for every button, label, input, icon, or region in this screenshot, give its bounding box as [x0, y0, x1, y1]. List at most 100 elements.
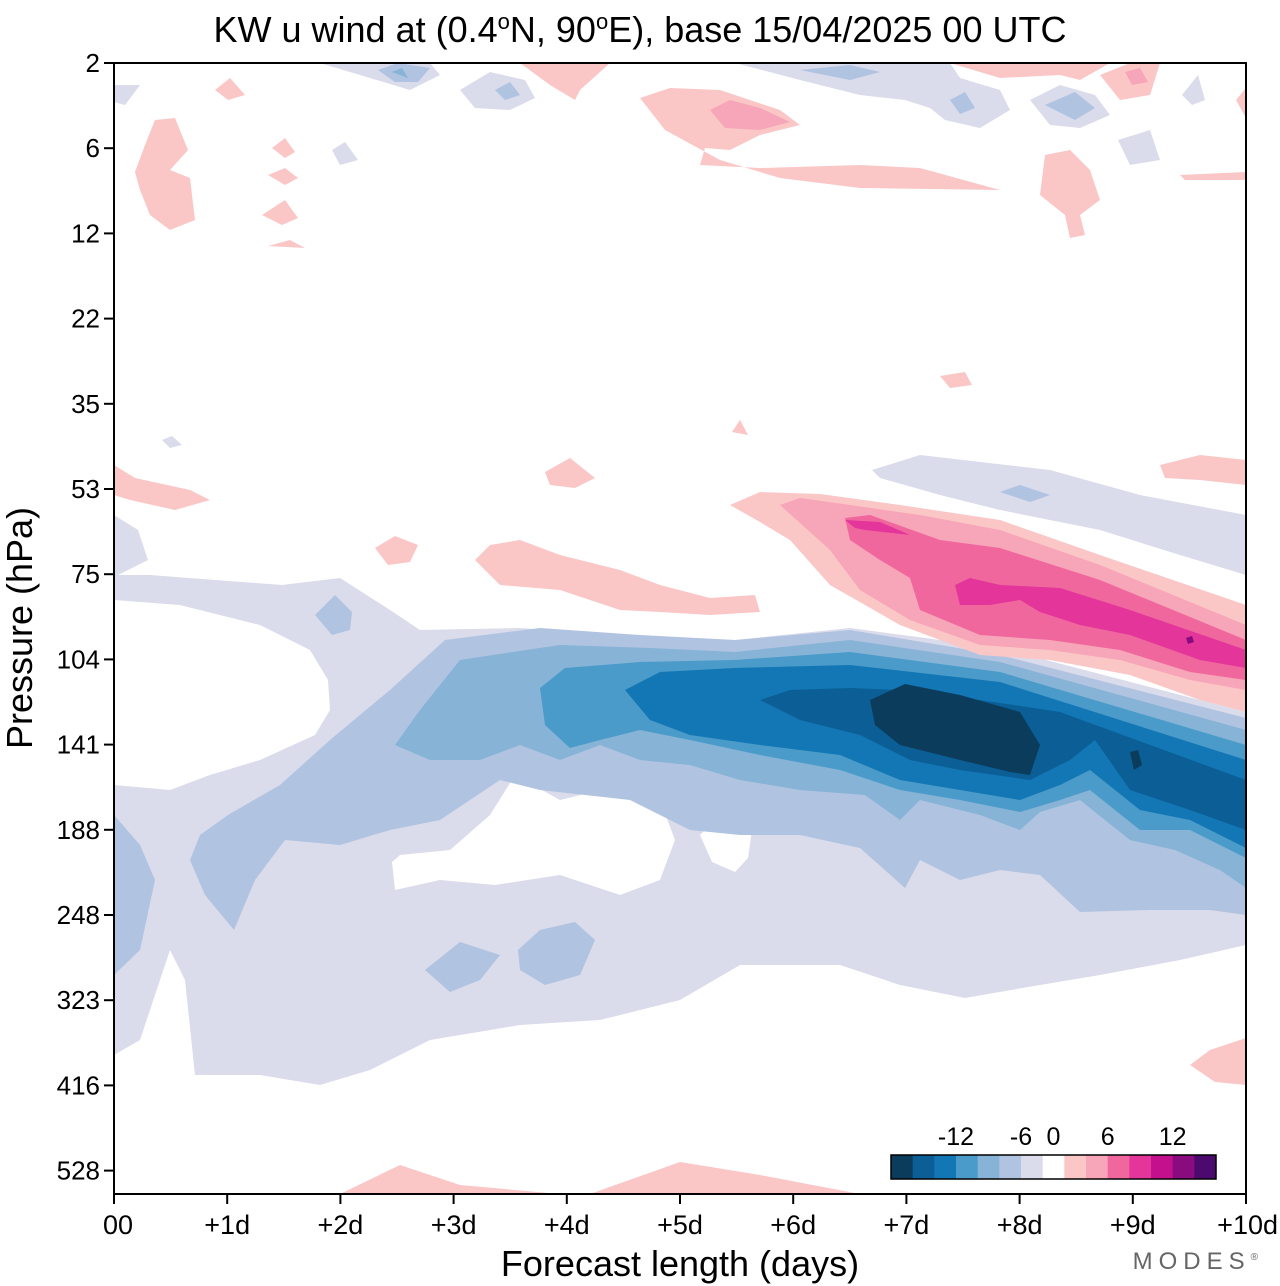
x-tick-label: +7d: [883, 1210, 929, 1240]
westerly-patch-53r: [1160, 455, 1246, 485]
x-tick-label: +4d: [544, 1210, 590, 1240]
strat-westerly-4b: [1125, 68, 1148, 85]
strat-easterly-2c: [392, 68, 408, 78]
strat-easterly-1: [114, 85, 140, 105]
westerly-patch-38: [940, 372, 972, 388]
y-tick-label: 2: [86, 48, 100, 78]
x-axis: 00 +1d +2d +3d +4d +5d +6d +7d +8d +9d +10d: [103, 1194, 1278, 1240]
modes-logo: MODES®: [1133, 1248, 1258, 1276]
colorbar-tick-label: -6: [1010, 1123, 1032, 1151]
colorbar-swatch: [1107, 1155, 1130, 1179]
westerly-patch-53: [114, 465, 210, 510]
strat-easterly-4b: [800, 65, 880, 80]
strat-westerly-8: [272, 138, 295, 158]
colorbar-swatch: [1129, 1155, 1152, 1179]
x-tick-label: +1d: [204, 1210, 250, 1240]
strat-easterly-5b: [1045, 92, 1095, 120]
y-tick-label: 416: [57, 1070, 100, 1100]
westerly-core: [955, 578, 1246, 668]
x-tick-label: +9d: [1110, 1210, 1156, 1240]
y-tick-label: 528: [57, 1156, 100, 1186]
strat-easterly-6: [1118, 130, 1160, 165]
strat-westerly-11: [268, 240, 305, 248]
westerly-patch-75: [475, 540, 760, 615]
strat-easterly-2: [130, 63, 440, 90]
strat-easterly-8: [332, 142, 358, 165]
colorbar-swatch: [934, 1155, 957, 1179]
westerly-patch-33: [732, 420, 748, 435]
strat-westerly-6: [950, 63, 1110, 80]
x-tick-label: +2d: [317, 1210, 363, 1240]
colorbar-tick-label: 0: [1047, 1123, 1061, 1151]
degree-sign-2: o: [595, 9, 609, 34]
colorbar-swatch: [1021, 1155, 1044, 1179]
strat-westerly-4: [1100, 63, 1160, 100]
y-tick-label: 53: [71, 474, 100, 504]
x-tick-label: +6d: [770, 1210, 816, 1240]
brand-registered-mark: ®: [1250, 1252, 1258, 1263]
strat-westerly-3: [1040, 150, 1100, 238]
x-axis-label: Forecast length (days): [501, 1243, 859, 1284]
westerly-band-8: [845, 520, 910, 535]
colorbar-swatch: [977, 1155, 1000, 1179]
colorbar-swatch: [1042, 1155, 1065, 1179]
easterly-core-spot: [1130, 750, 1142, 770]
strat-easterly-9: [162, 436, 182, 448]
strat-westerly-10: [262, 200, 298, 225]
brand-name: MODES: [1132, 1248, 1251, 1275]
x-tick-label: +5d: [657, 1210, 703, 1240]
y-tick-label: 188: [57, 815, 100, 845]
colorbar-swatch: [1086, 1155, 1109, 1179]
contour-fills: [114, 63, 1246, 1194]
x-tick-label: +3d: [431, 1210, 477, 1240]
colorbar-swatch: [1194, 1155, 1217, 1179]
westerly-patch-60: [545, 458, 595, 488]
strat-westerly-12: [1180, 172, 1246, 180]
x-tick-label: +8d: [997, 1210, 1043, 1240]
calm-gap-1: [114, 600, 330, 790]
strat-westerly-1: [135, 118, 195, 230]
calm-gap-2: [392, 770, 675, 895]
y-tick-label: 248: [57, 900, 100, 930]
y-tick-label: 35: [71, 389, 100, 419]
y-tick-label: 22: [71, 304, 100, 334]
westerly-patch-bottom2: [590, 1162, 860, 1194]
colorbar-swatch: [956, 1155, 979, 1179]
colorbar-swatch: [999, 1155, 1022, 1179]
colorbar-swatch: [891, 1155, 914, 1179]
westerly-patch-70: [375, 536, 418, 565]
colorbar: -12 -6 0 6 12: [890, 1123, 1217, 1180]
strat-easterly-3b: [495, 82, 520, 100]
colorbar-swatch: [1064, 1155, 1087, 1179]
y-tick-label: 75: [71, 559, 100, 589]
strat-westerly-13: [1236, 88, 1246, 118]
easterly-core-deep: [870, 684, 1040, 775]
colorbar-frame: [890, 1154, 1217, 1180]
y-axis-label: Pressure (hPa): [0, 507, 40, 749]
x-tick-label: +10d: [1217, 1210, 1278, 1240]
title-middle: N, 90: [509, 9, 596, 50]
westerly-core-spot: [1186, 636, 1194, 644]
easterly-blob-2: [425, 942, 500, 992]
easterly-band-6: [114, 815, 155, 975]
y-axis: 2 6 12 22 35 53 75 104 141 188 248 323 416 528: [57, 48, 114, 1186]
colorbar-swatch: [1172, 1155, 1195, 1179]
colorbar-tick-label: 6: [1101, 1123, 1115, 1151]
x-tick-label: 00: [103, 1210, 133, 1240]
westerly-patch-low: [1190, 1038, 1246, 1085]
chart-title: KW u wind at (0.4oN, 90oE), base 15/04/2…: [0, 2, 1280, 50]
upper-easterly-spot: [1000, 485, 1050, 502]
strat-westerly-5: [520, 63, 610, 100]
strat-westerly-7: [215, 78, 245, 100]
colorbar-swatch: [912, 1155, 935, 1179]
colorbar-tick-label: -12: [938, 1123, 974, 1151]
strat-easterly-4: [735, 63, 1010, 128]
westerly-patch-bottom: [340, 1165, 560, 1194]
y-tick-label: 323: [57, 985, 100, 1015]
strat-easterly-4c: [950, 92, 975, 114]
title-prefix: KW u wind at (0.4: [213, 9, 498, 50]
y-tick-label: 141: [57, 730, 100, 760]
y-tick-label: 6: [86, 133, 100, 163]
degree-sign-1: o: [497, 9, 510, 34]
y-tick-label: 104: [57, 644, 100, 674]
